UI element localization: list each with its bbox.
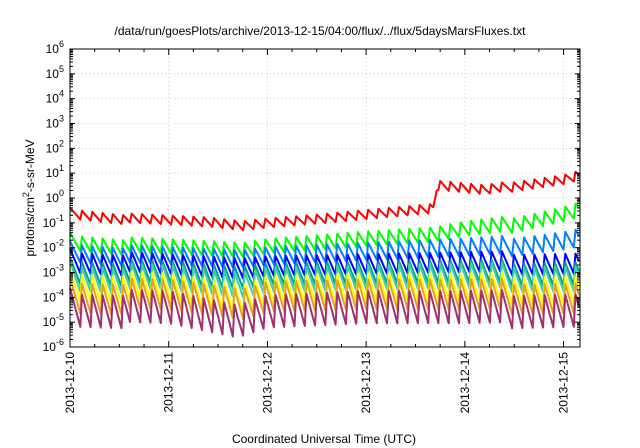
y-axis-label-base: protons/cm [23, 197, 37, 256]
series-line [69, 261, 580, 299]
y-tick-label-exponent: 6 [59, 39, 64, 49]
series-line [69, 228, 580, 269]
y-axis-label-rest: -s-sr-MeV [23, 139, 37, 192]
y-tick-label-base: 10 [43, 290, 57, 304]
y-tick-label-base: 10 [43, 315, 57, 329]
y-tick-label-base: 10 [46, 117, 60, 131]
y-tick-label-base: 10 [46, 67, 60, 81]
y-tick-label-base: 10 [46, 141, 60, 155]
y-tick-label-exponent: -4 [56, 287, 64, 297]
y-tick-label-exponent: -5 [56, 312, 64, 322]
y-tick-label-base: 10 [43, 216, 57, 230]
y-tick-label-base: 10 [43, 340, 57, 354]
y-tick-label-exponent: -1 [56, 213, 64, 223]
x-tick-label: 2013-12-13 [359, 352, 373, 414]
y-tick-label: 100 [46, 188, 64, 205]
y-tick-label-base: 10 [46, 92, 60, 106]
y-tick-label: 10-2 [43, 238, 64, 255]
y-axis-label: protons/cm2-s-sr-MeV [21, 139, 37, 256]
y-tick-label-exponent: 1 [59, 163, 64, 173]
y-tick-label-base: 10 [43, 241, 57, 255]
series-line [69, 256, 580, 290]
x-axis: 2013-12-10 2013-12-11 2013-12-12 2013-12-13… [63, 49, 571, 413]
y-tick-label: 10-3 [43, 263, 64, 280]
x-tick-label: 2013-12-10 [63, 352, 77, 414]
y-tick-label-exponent: 0 [59, 188, 64, 198]
series-line [69, 170, 580, 232]
y-tick-label: 102 [46, 138, 64, 155]
x-tick-label: 2013-12-12 [260, 352, 274, 414]
y-tick-label: 105 [46, 64, 64, 81]
y-tick-label: 101 [46, 163, 64, 180]
y-tick-label: 106 [46, 39, 64, 56]
y-tick-label-exponent: 2 [59, 138, 64, 148]
y-tick-label: 103 [46, 114, 64, 131]
y-tick-label: 10-4 [43, 287, 64, 304]
y-tick-label-exponent: 5 [59, 64, 64, 74]
chart-title: /data/run/goesPlots/archive/2013-12-15/0… [115, 24, 527, 38]
series-line [69, 287, 580, 338]
y-tick-label-exponent: -3 [56, 263, 64, 273]
series-line [69, 268, 580, 313]
series-line [69, 277, 580, 320]
y-tick-label-exponent: 4 [59, 89, 64, 99]
y-tick-label: 10-5 [43, 312, 64, 329]
series-group [69, 170, 580, 338]
y-tick-label-base: 10 [46, 42, 60, 56]
y-tick-label-exponent: -6 [56, 337, 64, 347]
x-axis-label: Coordinated Universal Time (UTC) [232, 432, 416, 446]
x-tick-label: 2013-12-14 [458, 352, 472, 414]
y-tick-label-base: 10 [43, 266, 57, 280]
y-tick-label-exponent: 3 [59, 114, 64, 124]
y-tick-label-base: 10 [46, 191, 60, 205]
series-line [69, 202, 580, 259]
series-line [69, 248, 580, 280]
y-tick-label: 10-6 [43, 337, 64, 354]
x-tick-label: 2013-12-15 [557, 352, 571, 414]
y-axis-label-exponent: 2 [21, 192, 31, 197]
y-tick-label: 10-1 [43, 213, 64, 230]
y-tick-label-exponent: -2 [56, 238, 64, 248]
y-tick-label-base: 10 [46, 166, 60, 180]
x-tick-label: 2013-12-11 [162, 352, 176, 413]
y-tick-label: 104 [46, 89, 64, 106]
